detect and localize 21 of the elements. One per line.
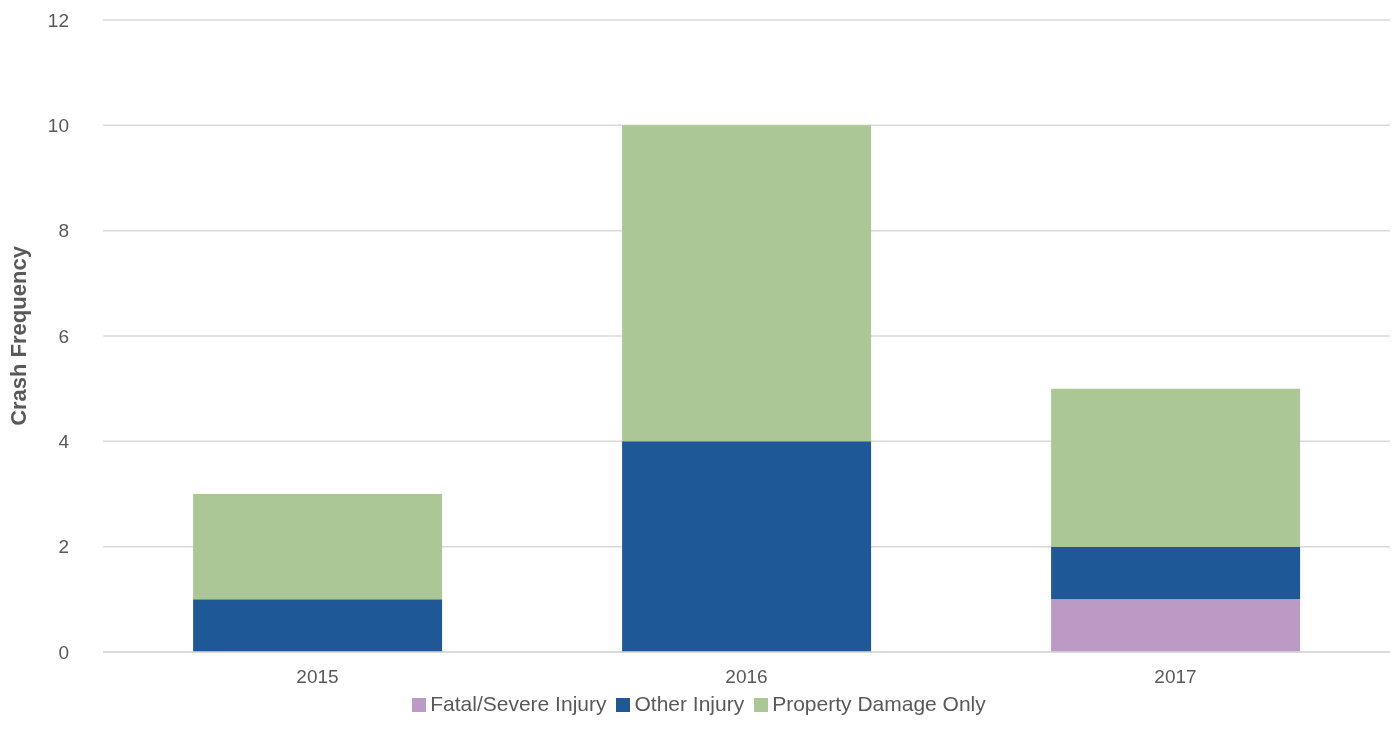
legend-label: Property Damage Only <box>772 692 986 715</box>
y-tick-label: 0 <box>58 641 69 663</box>
bar <box>622 125 872 442</box>
bar <box>1051 388 1301 547</box>
legend-label: Other Injury <box>634 692 745 715</box>
y-tick-label: 8 <box>58 220 69 242</box>
bar <box>193 599 443 652</box>
bar <box>1051 546 1301 600</box>
y-tick-label: 4 <box>58 431 70 453</box>
y-tick-label: 12 <box>47 9 69 31</box>
x-tick-label: 2017 <box>1154 666 1197 688</box>
bar <box>622 441 872 652</box>
bar <box>1051 599 1301 652</box>
legend-label: Fatal/Severe Injury <box>430 692 607 715</box>
y-tick-label: 2 <box>58 536 69 558</box>
bar <box>193 494 443 600</box>
x-tick-label: 2016 <box>725 666 768 688</box>
y-tick-label: 6 <box>58 325 69 347</box>
x-tick-label: 2015 <box>296 666 339 688</box>
y-tick-label: 10 <box>47 115 69 137</box>
y-axis-title: Crash Frequency <box>5 245 31 426</box>
